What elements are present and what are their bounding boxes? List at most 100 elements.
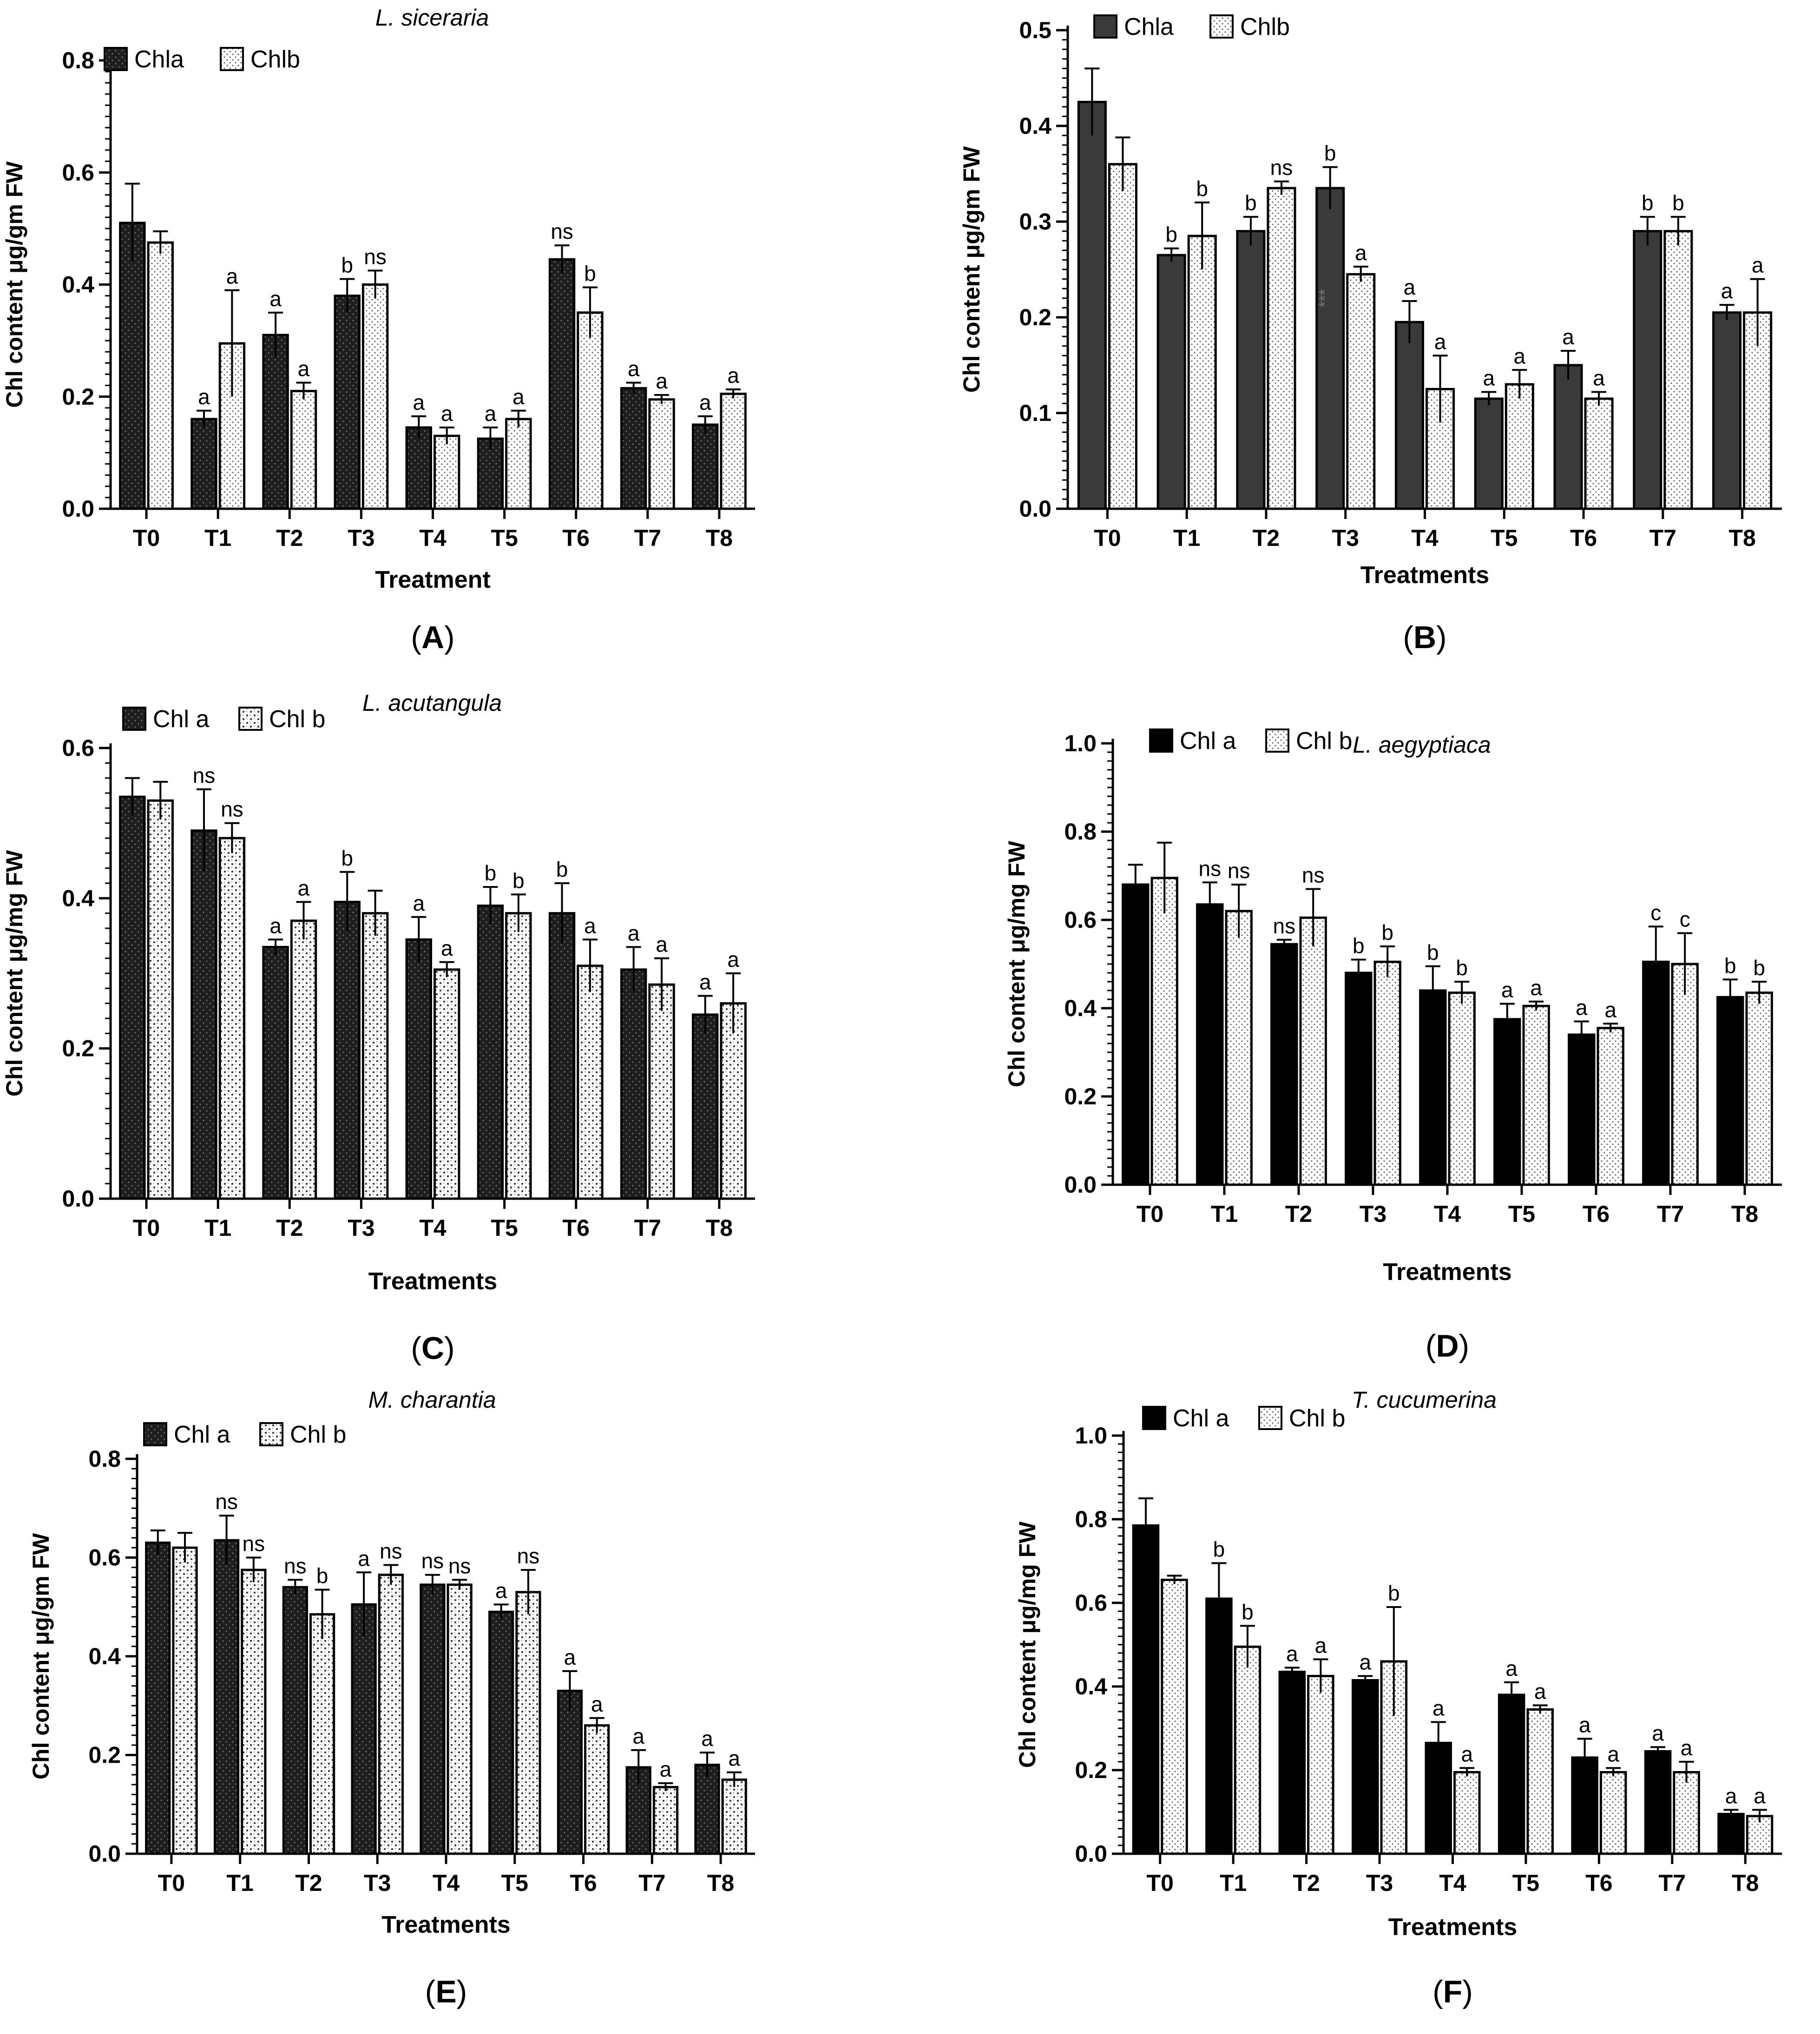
significance-label: a — [1514, 344, 1526, 368]
bar-chla — [1122, 883, 1150, 1186]
bar-chla — [119, 795, 146, 1200]
significance-label: b — [1724, 953, 1736, 978]
bar-chlb — [577, 311, 604, 510]
significance-label: a — [1593, 366, 1605, 390]
bar-chla — [1077, 101, 1107, 510]
y-tick-label: 0.0 — [62, 496, 94, 522]
significance-label: a — [1359, 1650, 1371, 1674]
significance-label: a — [1607, 1742, 1619, 1766]
chart-title: L. aegyptiaca — [1353, 732, 1491, 758]
significance-label: a — [1404, 275, 1416, 299]
bar-chlb — [1150, 877, 1178, 1186]
x-axis-label: Treatments — [1388, 1914, 1517, 1941]
significance-label: a — [1505, 1656, 1518, 1680]
x-tick-label: T5 — [501, 1870, 528, 1896]
x-tick-label: T4 — [419, 1215, 447, 1241]
bar-chlb — [648, 398, 675, 510]
significance-label: a — [495, 1578, 507, 1602]
significance-label: a — [485, 401, 497, 426]
bar-chla — [1717, 1813, 1745, 1855]
significance-label: a — [1725, 1784, 1737, 1808]
bar-chlb — [1505, 383, 1534, 510]
bar-chla — [548, 258, 576, 510]
x-tick-label: T0 — [158, 1870, 185, 1896]
significance-label: a — [1681, 1736, 1693, 1760]
bar-chlb — [434, 434, 460, 510]
paren-open: ( — [425, 1974, 436, 2009]
x-tick-label: T3 — [348, 1215, 375, 1241]
significance-label: a — [1483, 366, 1495, 390]
x-tick-label: T6 — [563, 1215, 590, 1241]
bar-chla — [1419, 989, 1447, 1186]
legend-label: Chl b — [290, 1421, 346, 1448]
legend-swatch — [259, 1422, 283, 1446]
bar-chlb — [1453, 1771, 1481, 1855]
legend-swatch — [220, 47, 244, 71]
y-axis-label: Chl content μg/mg FW — [1014, 1521, 1040, 1768]
legend-label: Chl a — [174, 1421, 230, 1448]
significance-label: ns — [221, 797, 243, 821]
significance-label: c — [1650, 900, 1661, 925]
x-tick-label: T0 — [1147, 1870, 1174, 1896]
bar-chlb — [147, 799, 174, 1200]
bar-chlb — [648, 983, 675, 1200]
x-tick-label: T1 — [1220, 1870, 1247, 1896]
bar-chla — [282, 1586, 308, 1855]
bar-chlb — [1346, 273, 1376, 510]
significance-label: a — [269, 913, 282, 938]
x-tick-label: T6 — [1570, 525, 1597, 551]
significance-label: ns — [193, 763, 216, 787]
x-tick-label: T3 — [1360, 1201, 1386, 1227]
x-tick-label: T4 — [1439, 1870, 1466, 1896]
bar-chla — [692, 423, 719, 510]
bar-chlb — [584, 1724, 610, 1855]
bar-chlb — [1307, 1675, 1334, 1855]
significance-label: a — [1562, 325, 1574, 349]
bar-chlb — [1673, 1771, 1700, 1855]
x-tick-label: T6 — [1583, 1201, 1610, 1227]
paren-open: ( — [1426, 1328, 1436, 1364]
bar-chlb — [1745, 991, 1773, 1186]
legend-swatch — [1149, 728, 1173, 753]
bar-chlb — [720, 393, 747, 510]
legend-label: Chl b — [1289, 1405, 1345, 1432]
paren-open: ( — [411, 1331, 421, 1366]
bar-chla — [620, 387, 647, 510]
legend-label: Chla — [1124, 13, 1174, 40]
x-tick-label: T1 — [1211, 1201, 1238, 1227]
x-tick-label: T5 — [1512, 1870, 1539, 1896]
significance-label: a — [269, 287, 282, 311]
significance-label: a — [701, 1726, 713, 1751]
bar-chla — [351, 1603, 377, 1855]
paren-close: ) — [1462, 1974, 1473, 2009]
bar-chla — [488, 1610, 514, 1855]
legend-swatch — [143, 1422, 167, 1446]
x-axis-label: Treatments — [381, 1911, 510, 1938]
chart-title: L. acutangula — [362, 690, 502, 716]
x-tick-label: T1 — [204, 525, 231, 551]
significance-label: a — [1501, 978, 1513, 1002]
bar-chlb — [309, 1613, 335, 1855]
significance-label: a — [660, 1757, 672, 1781]
legend-label: Chl a — [153, 706, 209, 733]
significance-label: a — [1461, 1742, 1473, 1766]
bar-chla — [620, 968, 647, 1200]
legend-swatch — [122, 707, 146, 731]
significance-label: a — [656, 369, 668, 393]
paren-close: ) — [444, 620, 455, 655]
y-axis-label: Chl content μg/gm FW — [28, 1533, 54, 1779]
bar-chla — [1394, 321, 1424, 510]
bar-chlb — [290, 390, 317, 510]
bar-chla — [1716, 996, 1744, 1186]
significance-label: a — [628, 357, 640, 381]
legend-label: Chl a — [1173, 1405, 1229, 1432]
y-tick-label: 0.4 — [62, 885, 94, 911]
bar-chla — [145, 1542, 171, 1855]
legend-swatch — [104, 47, 128, 71]
significance-label: ns — [517, 1544, 540, 1568]
bar-chla — [1196, 903, 1224, 1186]
y-tick-label: 0.6 — [88, 1545, 121, 1571]
y-tick-label: 0.2 — [88, 1742, 121, 1768]
paren-open: ( — [1403, 620, 1413, 655]
x-tick-label: T2 — [1293, 1870, 1320, 1896]
